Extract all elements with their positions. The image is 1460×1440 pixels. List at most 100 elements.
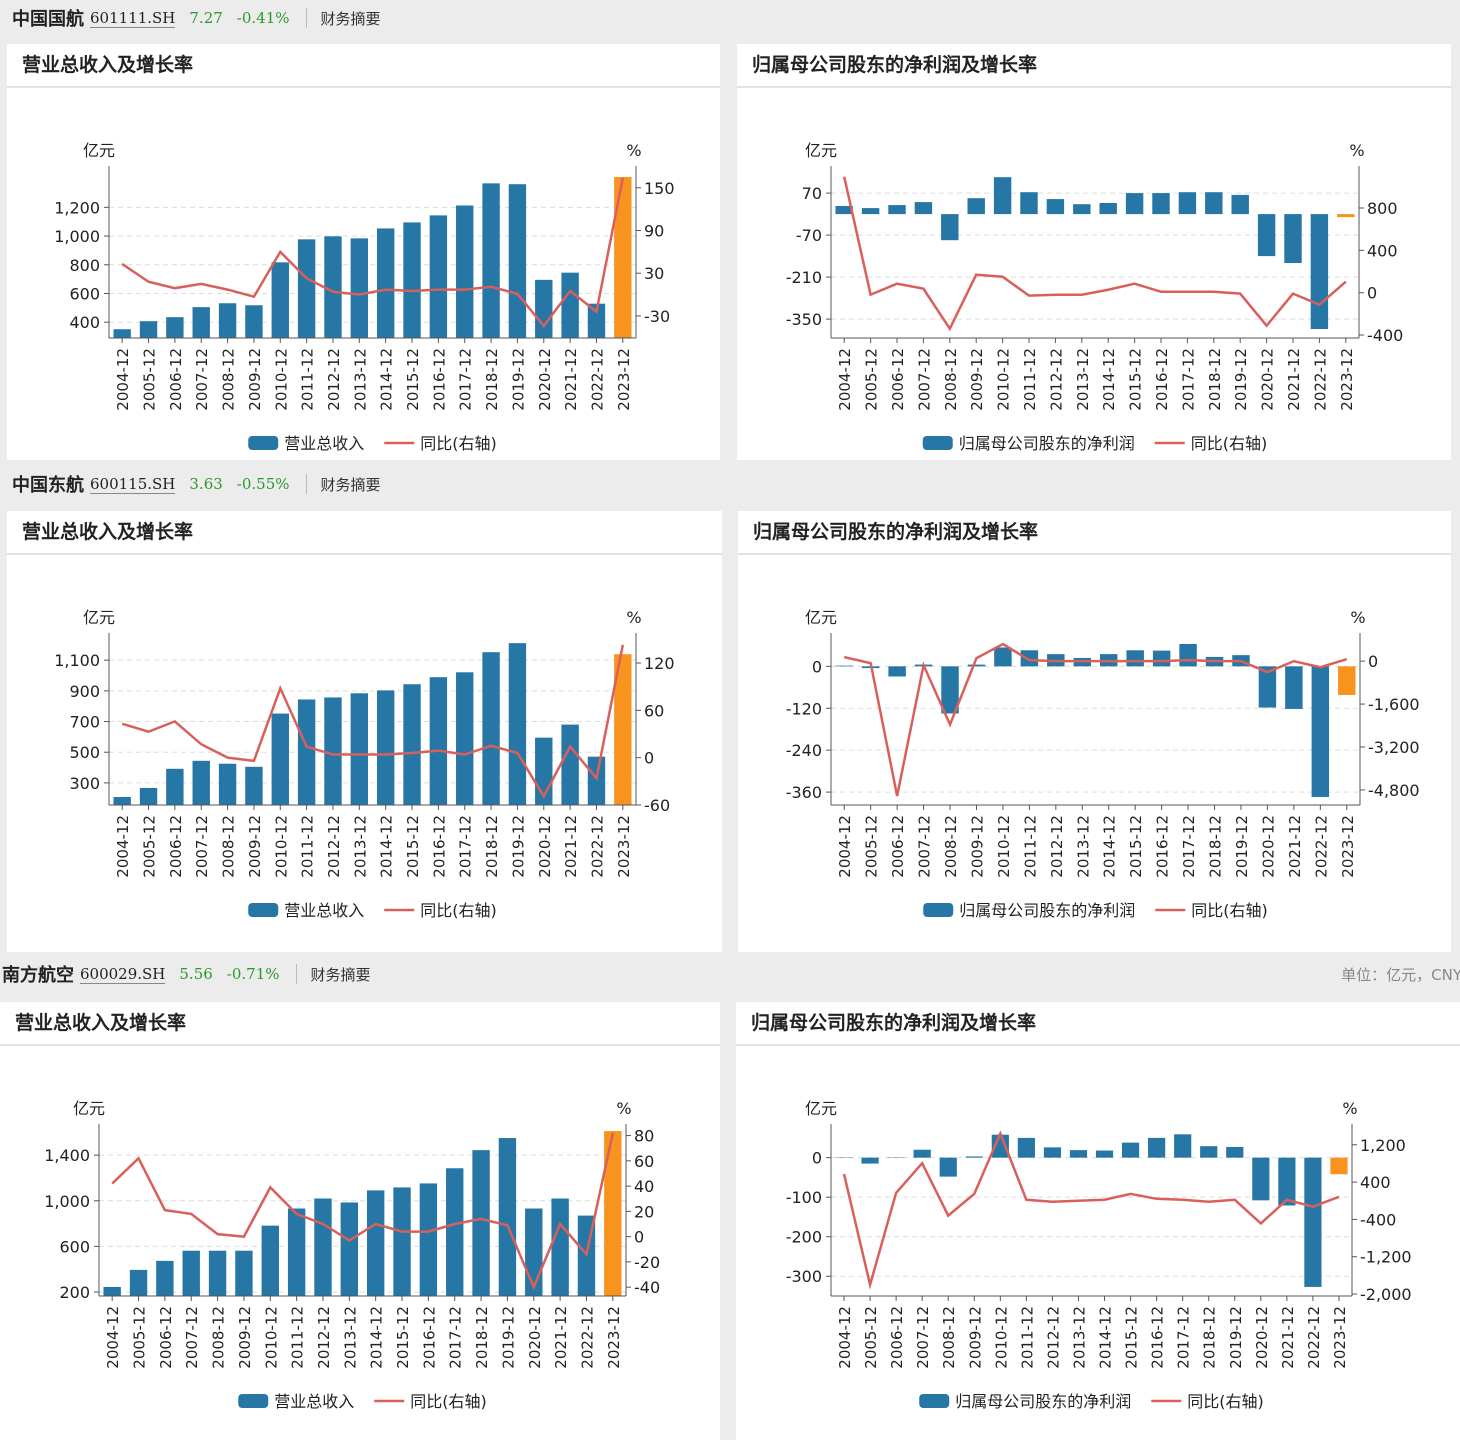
bar — [1337, 214, 1355, 218]
bar — [498, 1138, 517, 1296]
bar — [166, 317, 184, 338]
y-tick-label: 200 — [59, 1283, 90, 1302]
x-tick-label: 2013-12 — [351, 348, 369, 411]
summary-link[interactable]: 财务摘要 — [320, 475, 381, 494]
bar — [861, 208, 880, 215]
x-tick-label: 2023-12 — [1338, 348, 1356, 411]
stock-name[interactable]: 中国东航 — [12, 475, 84, 496]
legend: 归属母公司股东的净利润 同比(右轴) — [923, 901, 1268, 920]
bar — [482, 652, 500, 805]
summary-link[interactable]: 财务摘要 — [310, 965, 371, 984]
stock-name[interactable]: 中国国航 — [12, 9, 84, 30]
bar — [1258, 666, 1277, 708]
y2-tick-label: -2,000 — [1360, 1285, 1412, 1304]
x-tick-label: 2004-12 — [114, 348, 132, 411]
x-tick-label: 2006-12 — [167, 815, 185, 878]
bar — [235, 1250, 253, 1296]
bar — [1257, 214, 1276, 257]
x-tick-label: 2008-12 — [942, 348, 960, 411]
bar — [587, 756, 606, 805]
x-tick-label: 2023-12 — [1331, 1306, 1349, 1369]
bar — [1020, 192, 1038, 215]
legend: 营业总收入 同比(右轴) — [248, 901, 497, 920]
legend-label: 归属母公司股东的净利润 — [955, 1392, 1131, 1411]
chart-panel: 归属母公司股东的净利润及增长率 亿元% -350 -210 -70 70 -400 0 400 8… — [737, 44, 1451, 460]
x-tick-label: 2009-12 — [968, 348, 986, 411]
bar — [1017, 1137, 1035, 1158]
y-tick-label: 600 — [69, 284, 100, 303]
x-tick-label: 2010-12 — [995, 815, 1013, 878]
separator — [305, 474, 307, 494]
y-tick-label: 300 — [69, 774, 100, 793]
bar — [941, 214, 959, 241]
x-tick-label: 2023-12 — [615, 815, 633, 878]
x-tick-label: 2019-12 — [1232, 348, 1250, 411]
y2-tick-label: 40 — [634, 1177, 654, 1196]
summary-link[interactable]: 财务摘要 — [320, 9, 381, 28]
x-tick-label: 2004-12 — [114, 815, 132, 878]
x-tick-label: 2017-12 — [1180, 815, 1198, 878]
x-tick-label: 2006-12 — [889, 348, 907, 411]
x-tick-label: 2005-12 — [141, 815, 159, 878]
x-tick-label: 2022-12 — [1312, 815, 1330, 878]
y2-tick-label: -1,600 — [1368, 695, 1420, 714]
chart-title: 归属母公司股东的净利润及增长率 — [753, 520, 1038, 543]
x-tick-label: 2015-12 — [404, 815, 422, 878]
x-tick-label: 2004-12 — [104, 1306, 122, 1369]
bar — [314, 1198, 332, 1296]
x-tick-label: 2011-12 — [1021, 348, 1039, 411]
legend-label: 归属母公司股东的净利润 — [959, 434, 1135, 453]
x-tick-label: 2023-12 — [615, 348, 633, 411]
stock-code[interactable]: 600115.SH — [90, 474, 176, 494]
x-tick-label: 2009-12 — [246, 348, 264, 411]
line-series — [842, 1130, 1340, 1290]
bar — [1284, 214, 1302, 263]
bar — [1099, 203, 1117, 215]
bar — [366, 1190, 385, 1296]
x-tick-label: 2007-12 — [916, 815, 934, 878]
bar — [535, 279, 553, 338]
x-tick-label: 2022-12 — [578, 1306, 596, 1369]
bar — [1231, 194, 1249, 215]
bar — [261, 1225, 279, 1296]
y2-tick-label: 20 — [634, 1202, 654, 1221]
x-tick-label: 2017-12 — [457, 815, 475, 878]
chart-title: 归属母公司股东的净利润及增长率 — [752, 53, 1037, 76]
y2-tick-label: 400 — [1367, 241, 1398, 260]
x-tick-label: 2013-12 — [351, 815, 369, 878]
x-tick-label: 2007-12 — [183, 1306, 201, 1369]
bar — [340, 1202, 359, 1296]
x-tick-label: 2020-12 — [1259, 815, 1277, 878]
bar — [446, 1168, 464, 1296]
bar — [994, 647, 1012, 667]
y2-tick-label: 150 — [644, 179, 675, 198]
x-tick-label: 2018-12 — [483, 815, 501, 878]
bar — [208, 1250, 227, 1296]
x-tick-label: 2017-12 — [1175, 1306, 1193, 1369]
x-tick-label: 2009-12 — [968, 815, 986, 878]
line-series — [121, 177, 625, 328]
bar — [324, 236, 342, 338]
bar — [1069, 1150, 1088, 1158]
bar — [419, 1183, 438, 1296]
bar — [271, 262, 289, 338]
y-tick-label: 1,000 — [44, 1192, 90, 1211]
bar — [587, 303, 606, 338]
y2-unit: % — [616, 1099, 631, 1118]
bar — [941, 666, 959, 714]
x-tick-label: 2021-12 — [1285, 348, 1303, 411]
y2-tick-label: -20 — [634, 1253, 660, 1272]
stock-name[interactable]: 南方航空 — [2, 965, 74, 986]
x-tick-label: 2018-12 — [473, 1306, 491, 1369]
bar — [1152, 193, 1170, 215]
bar — [993, 177, 1012, 215]
stock-code[interactable]: 600029.SH — [80, 964, 166, 984]
stock-code[interactable]: 601111.SH — [90, 8, 176, 28]
x-tick-label: 2018-12 — [1207, 815, 1225, 878]
y-unit: 亿元 — [83, 141, 115, 160]
bar — [1174, 1134, 1192, 1158]
bar — [350, 238, 369, 338]
